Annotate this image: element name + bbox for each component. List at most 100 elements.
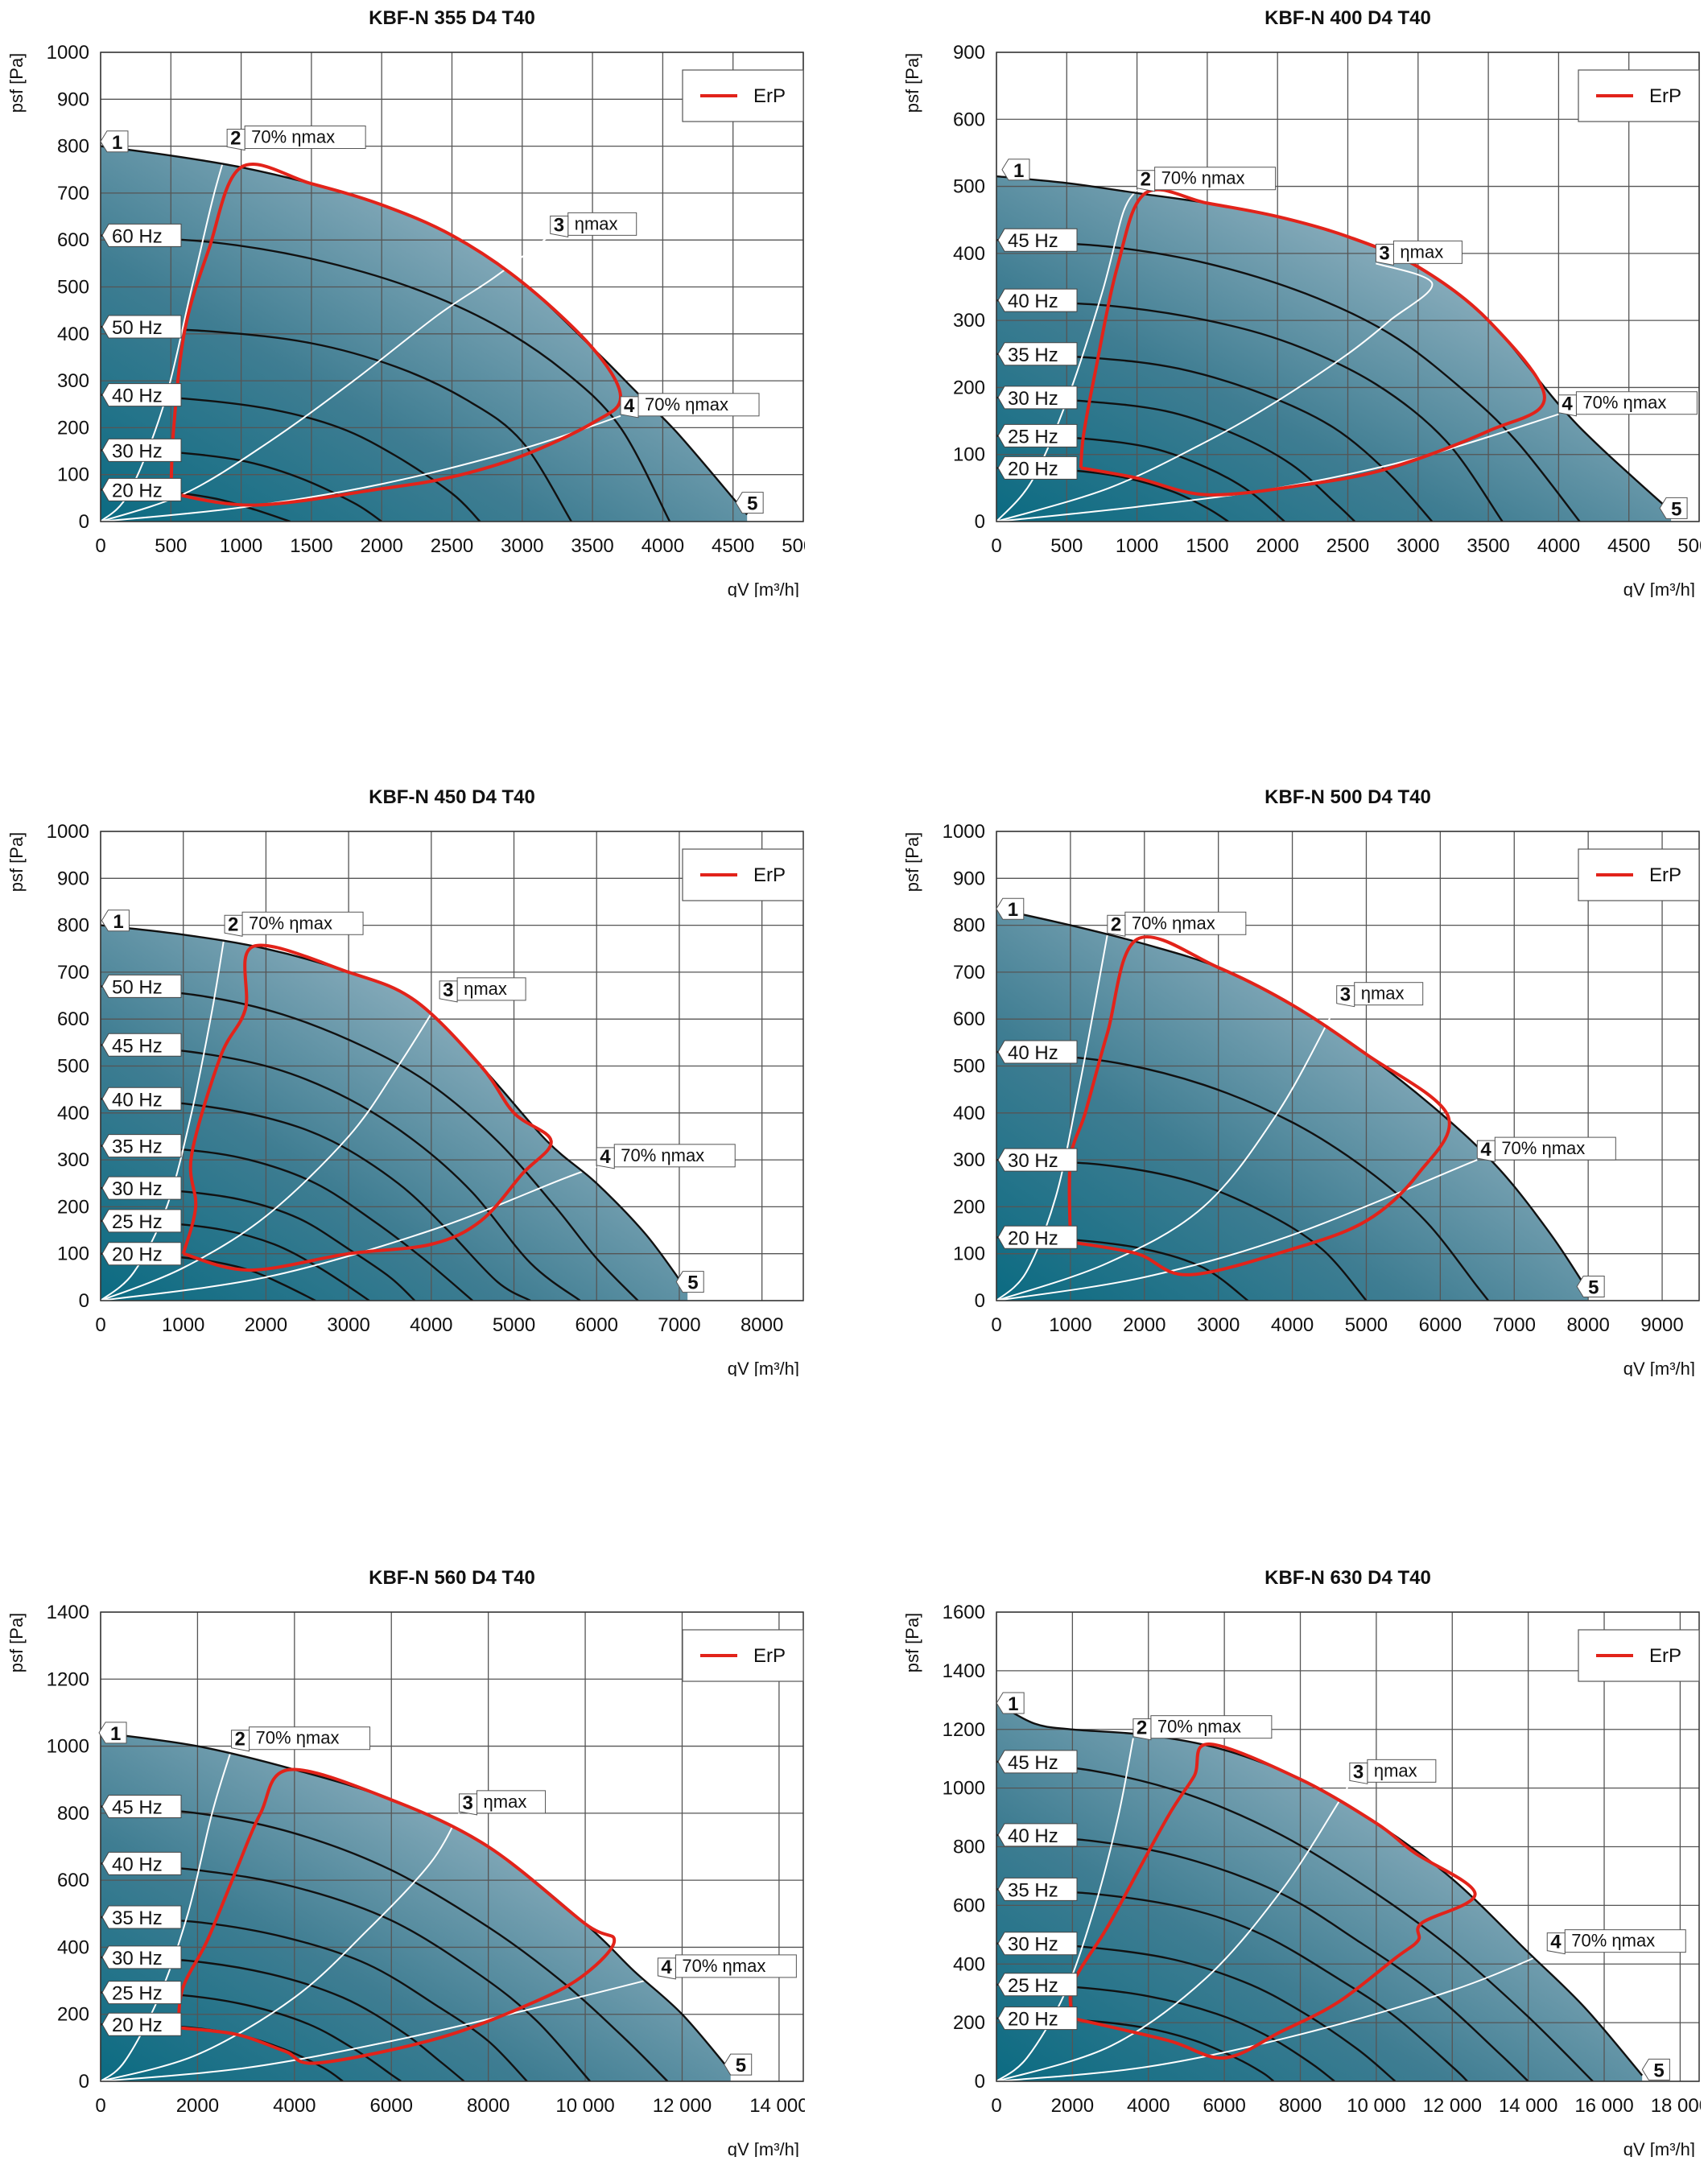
- chart-panel: KBF-N 400 D4 T40 psf [Pa] qV [m³/h] 0 100 200…: [896, 0, 1708, 601]
- y-tick-label: 900: [953, 868, 985, 889]
- operating-area-fill: [996, 1703, 1643, 2081]
- x-tick-label: 8000: [1566, 1314, 1609, 1336]
- y-tick-label: 900: [57, 868, 89, 889]
- x-tick-label: 4000: [1271, 1314, 1314, 1336]
- y-tick-label: 400: [953, 1953, 985, 1975]
- y-tick-label: 200: [57, 2004, 89, 2026]
- svg-text:5: 5: [736, 2055, 746, 2076]
- point-marker: 5: [1641, 2058, 1670, 2081]
- speed-curve: [101, 325, 572, 522]
- x-tick-label: 18 000: [1651, 2095, 1701, 2117]
- y-tick-label: 0: [79, 2071, 89, 2093]
- svg-text:30 Hz: 30 Hz: [112, 440, 163, 462]
- svg-text:20 Hz: 20 Hz: [112, 1244, 163, 1266]
- speed-curve: [101, 1805, 669, 2081]
- chart-panel: KBF-N 450 D4 T40 psf [Pa] qV [m³/h] 0 100 200…: [0, 779, 805, 1380]
- x-tick-label: 1000: [162, 1314, 204, 1336]
- svg-text:3: 3: [554, 214, 564, 236]
- plot-frame: [996, 52, 1700, 522]
- x-tick-label: 2500: [1326, 535, 1369, 557]
- x-tick-label: 2500: [431, 535, 473, 557]
- x-axis-label: qV [m³/h]: [1623, 2139, 1695, 2157]
- y-tick-label: 100: [953, 444, 985, 466]
- y-tick-label: 100: [57, 1243, 89, 1265]
- x-tick-label: 2000: [361, 535, 403, 557]
- svg-text:ηmax: ηmax: [1361, 984, 1405, 1004]
- svg-text:2: 2: [230, 128, 241, 150]
- svg-text:20 Hz: 20 Hz: [112, 2015, 163, 2036]
- efficiency-curve: [996, 1004, 1338, 1301]
- speed-label: 30 Hz: [101, 438, 182, 462]
- y-tick-label: 100: [57, 464, 89, 486]
- svg-text:1: 1: [112, 132, 122, 154]
- y-tick-label: 600: [57, 229, 89, 251]
- svg-text:45 Hz: 45 Hz: [1008, 1752, 1058, 1774]
- efficiency-label: 2 70% ηmax: [1132, 1715, 1273, 1741]
- x-tick-label: 0: [991, 1314, 1001, 1336]
- speed-label: 20 Hz: [997, 2006, 1078, 2031]
- svg-text:ηmax: ηmax: [575, 213, 618, 233]
- speed-label: 45 Hz: [997, 228, 1078, 252]
- svg-text:40 Hz: 40 Hz: [1008, 291, 1058, 312]
- point-marker: 5: [675, 1271, 704, 1294]
- speed-label: 30 Hz: [101, 1945, 182, 1969]
- speed-curve: [996, 1158, 1368, 1301]
- speed-label: 25 Hz: [101, 1209, 182, 1233]
- erp-boundary: [1068, 1742, 1477, 2060]
- svg-text:2: 2: [1137, 1718, 1147, 1739]
- svg-text:ηmax: ηmax: [1374, 1760, 1417, 1780]
- svg-text:40 Hz: 40 Hz: [1008, 1042, 1058, 1064]
- point-marker: 1: [996, 897, 1025, 921]
- legend-label: ErP: [1649, 85, 1681, 107]
- y-axis-label: psf [Pa]: [902, 832, 922, 893]
- y-tick-label: 0: [975, 511, 985, 533]
- svg-text:20 Hz: 20 Hz: [1008, 2009, 1058, 2031]
- y-tick-label: 200: [57, 1196, 89, 1218]
- y-axis-label: psf [Pa]: [902, 53, 922, 113]
- efficiency-label: 3 ηmax: [1375, 240, 1463, 266]
- svg-text:1: 1: [110, 1723, 121, 1745]
- x-axis-label: qV [m³/h]: [728, 579, 799, 597]
- svg-text:45 Hz: 45 Hz: [112, 1035, 163, 1057]
- svg-text:5: 5: [1653, 2060, 1664, 2081]
- y-axis-label: psf [Pa]: [6, 1613, 27, 1673]
- plot-frame: [100, 52, 804, 522]
- svg-text:70% ηmax: 70% ηmax: [682, 1956, 765, 1976]
- svg-text:40 Hz: 40 Hz: [112, 386, 163, 407]
- svg-text:70% ηmax: 70% ηmax: [1157, 1717, 1241, 1737]
- x-tick-label: 14 000: [1499, 2095, 1557, 2117]
- chart-svg: KBF-N 450 D4 T40 psf [Pa] qV [m³/h] 0 100 200…: [6, 786, 804, 1379]
- x-tick-label: 1000: [220, 535, 262, 557]
- point-marker: 5: [724, 2053, 753, 2076]
- x-tick-label: 1500: [1186, 535, 1228, 557]
- y-tick-label: 400: [57, 1936, 89, 1958]
- efficiency-label: 4 70% ηmax: [1557, 391, 1698, 417]
- efficiency-curve: [996, 934, 1108, 1301]
- y-tick-label: 1200: [47, 1668, 89, 1690]
- speed-label: 45 Hz: [997, 1750, 1078, 1774]
- speed-curve: [996, 1050, 1490, 1301]
- y-tick-label: 700: [57, 962, 89, 984]
- y-tick-label: 200: [953, 2012, 985, 2034]
- efficiency-label: 2 70% ηmax: [231, 1726, 371, 1752]
- speed-label: 25 Hz: [997, 423, 1078, 447]
- svg-text:25 Hz: 25 Hz: [1008, 426, 1058, 447]
- x-tick-label: 10 000: [1347, 2095, 1405, 2117]
- svg-text:1: 1: [1008, 899, 1018, 921]
- x-tick-label: 9000: [1640, 1314, 1683, 1336]
- efficiency-curve: [101, 1165, 597, 1301]
- speed-label: 30 Hz: [997, 1148, 1078, 1172]
- x-tick-label: 4000: [642, 535, 684, 557]
- x-tick-label: 2000: [1123, 1314, 1165, 1336]
- chart-title: KBF-N 400 D4 T40: [1264, 7, 1431, 29]
- speed-curve: [101, 394, 481, 522]
- legend-label: ErP: [1649, 1645, 1681, 1667]
- y-tick-label: 1400: [47, 1602, 89, 1623]
- chart-panel: KBF-N 560 D4 T40 psf [Pa] qV [m³/h] 0 200 400…: [0, 1560, 809, 2161]
- svg-text:4: 4: [1562, 394, 1573, 415]
- svg-text:3: 3: [463, 1792, 473, 1814]
- svg-text:1: 1: [113, 911, 123, 933]
- svg-text:35 Hz: 35 Hz: [1008, 344, 1058, 366]
- x-tick-label: 4000: [273, 2095, 316, 2117]
- legend-label: ErP: [753, 85, 786, 107]
